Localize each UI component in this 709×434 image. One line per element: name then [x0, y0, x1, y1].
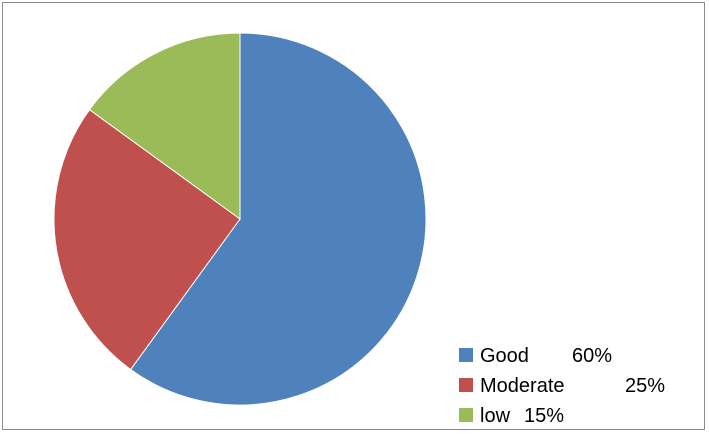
legend-percent-moderate: 25%	[625, 375, 665, 397]
legend-label-good: Good	[480, 345, 529, 367]
legend-label-low: low	[480, 405, 511, 427]
pie-slice-moderate[interactable]	[53, 108, 241, 371]
legend-percent-good: 60%	[572, 345, 612, 367]
pie-slice-good[interactable]	[129, 32, 427, 406]
pie-slice-low[interactable]	[88, 32, 241, 220]
legend-item-good: Good 60%	[459, 345, 612, 367]
pie-slices	[53, 32, 427, 406]
legend-swatch-good	[459, 348, 473, 362]
legend-swatch-low	[459, 408, 473, 422]
legend-item-moderate: Moderate 25%	[459, 375, 665, 397]
legend-label-moderate: Moderate	[480, 375, 565, 397]
legend-item-low: low 15%	[459, 405, 564, 427]
legend-swatch-moderate	[459, 378, 473, 392]
legend: Good 60% Moderate 25% low 15%	[459, 345, 665, 427]
legend-percent-low: 15%	[524, 405, 564, 427]
